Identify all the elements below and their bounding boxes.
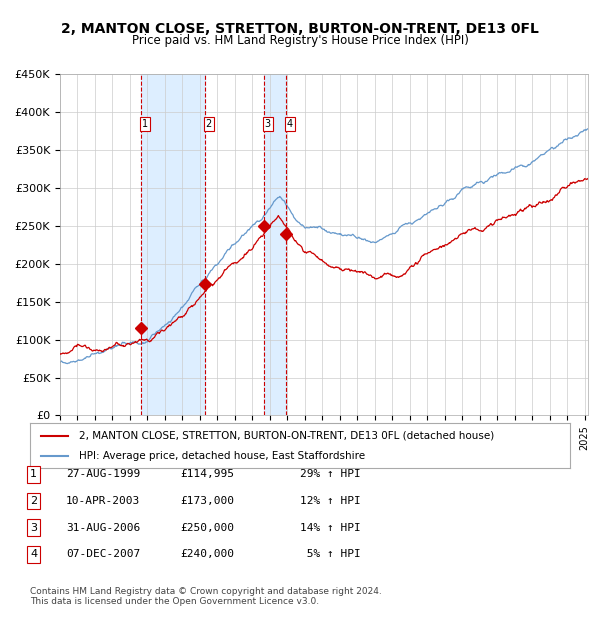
Text: 10-APR-2003: 10-APR-2003 <box>66 496 140 506</box>
Text: £240,000: £240,000 <box>180 549 234 559</box>
Text: 3: 3 <box>265 119 271 129</box>
Text: 4: 4 <box>30 549 37 559</box>
Text: 27-AUG-1999: 27-AUG-1999 <box>66 469 140 479</box>
Text: Price paid vs. HM Land Registry's House Price Index (HPI): Price paid vs. HM Land Registry's House … <box>131 34 469 47</box>
Text: 2: 2 <box>205 119 212 129</box>
Text: 1: 1 <box>142 119 148 129</box>
Text: 12% ↑ HPI: 12% ↑ HPI <box>300 496 361 506</box>
Text: HPI: Average price, detached house, East Staffordshire: HPI: Average price, detached house, East… <box>79 451 365 461</box>
Text: 2, MANTON CLOSE, STRETTON, BURTON-ON-TRENT, DE13 0FL: 2, MANTON CLOSE, STRETTON, BURTON-ON-TRE… <box>61 22 539 36</box>
Bar <box>141 74 205 415</box>
Text: Contains HM Land Registry data © Crown copyright and database right 2024.
This d: Contains HM Land Registry data © Crown c… <box>30 587 382 606</box>
Text: 31-AUG-2006: 31-AUG-2006 <box>66 523 140 533</box>
Text: 4: 4 <box>287 119 293 129</box>
Text: 2: 2 <box>30 496 37 506</box>
Text: 07-DEC-2007: 07-DEC-2007 <box>66 549 140 559</box>
Text: £250,000: £250,000 <box>180 523 234 533</box>
Text: 3: 3 <box>30 523 37 533</box>
Text: 2, MANTON CLOSE, STRETTON, BURTON-ON-TRENT, DE13 0FL (detached house): 2, MANTON CLOSE, STRETTON, BURTON-ON-TRE… <box>79 431 494 441</box>
Text: 5% ↑ HPI: 5% ↑ HPI <box>300 549 361 559</box>
Text: £173,000: £173,000 <box>180 496 234 506</box>
Text: 29% ↑ HPI: 29% ↑ HPI <box>300 469 361 479</box>
Text: 14% ↑ HPI: 14% ↑ HPI <box>300 523 361 533</box>
Text: 1: 1 <box>30 469 37 479</box>
Bar <box>264 74 286 415</box>
Text: £114,995: £114,995 <box>180 469 234 479</box>
